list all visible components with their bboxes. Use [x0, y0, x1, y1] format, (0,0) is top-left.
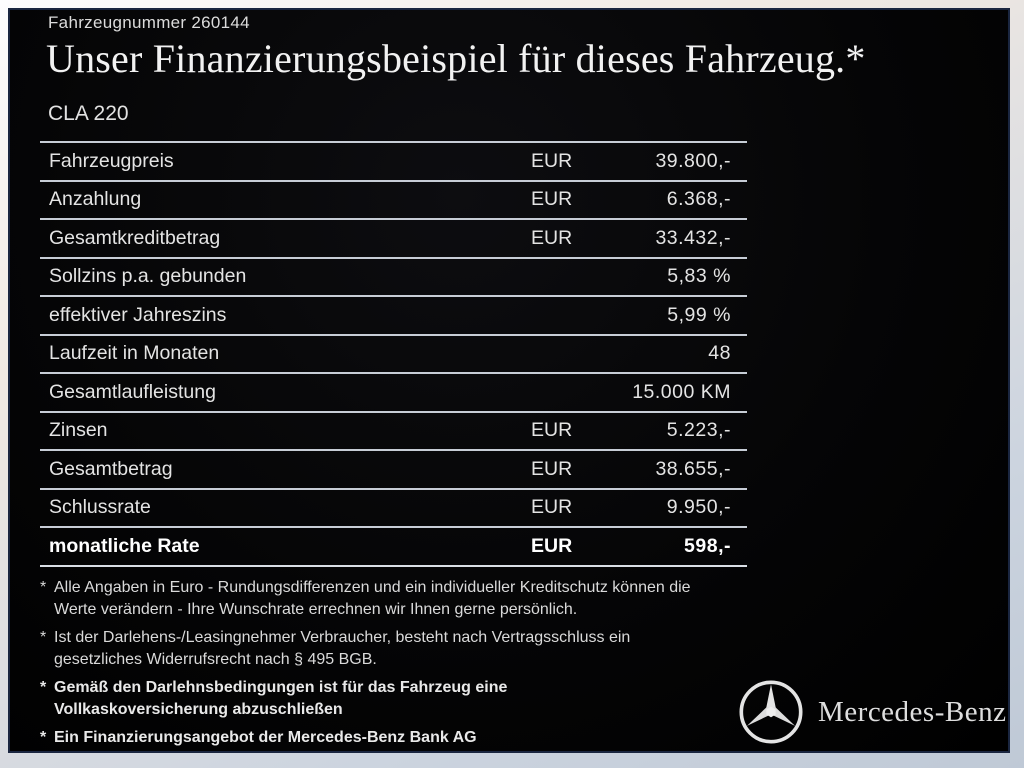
- row-currency: EUR: [531, 226, 573, 249]
- row-currency: EUR: [531, 419, 573, 442]
- row-value: 5,99 %: [667, 303, 731, 326]
- row-currency: EUR: [531, 496, 573, 519]
- brand-logo-area: Mercedes-Benz: [738, 674, 1006, 750]
- table-row: Fahrzeugpreis EUR 39.800,-: [40, 141, 747, 180]
- row-value: 5.223,-: [666, 419, 731, 442]
- table-row: Sollzins p.a. gebunden 5,83 %: [40, 256, 747, 296]
- row-value: 6.368,-: [666, 188, 731, 211]
- table-row: Gesamtbetrag EUR 38.655,-: [40, 449, 747, 488]
- mercedes-star-icon: [739, 680, 803, 744]
- footnotes: * Alle Angaben in Euro - Rundungsdiffere…: [40, 577, 745, 756]
- row-currency: EUR: [531, 149, 573, 172]
- row-value: 598,-: [684, 534, 731, 557]
- row-label: Zinsen: [49, 419, 108, 442]
- row-label: effektiver Jahreszins: [49, 303, 227, 326]
- row-value: 48: [708, 342, 731, 365]
- row-label: Schlussrate: [49, 496, 151, 519]
- vehicle-model: CLA 220: [48, 102, 129, 125]
- row-value: 39.800,-: [655, 149, 731, 172]
- row-label: Sollzins p.a. gebunden: [49, 265, 247, 288]
- table-row: Gesamtkreditbetrag EUR 33.432,-: [40, 218, 747, 257]
- row-currency: EUR: [531, 534, 573, 557]
- footnote-marker: *: [40, 579, 47, 596]
- financing-panel: Fahrzeugnummer 260144 Unser Finanzierung…: [8, 8, 1010, 753]
- table-row: Laufzeit in Monaten 48: [40, 333, 747, 373]
- row-value: 5,83 %: [667, 265, 731, 288]
- table-row: Anzahlung EUR 6.368,-: [40, 179, 747, 219]
- row-value: 9.950,-: [666, 496, 731, 519]
- mercedes-wordmark: Mercedes-Benz: [818, 695, 1007, 728]
- footnote: * Alle Angaben in Euro - Rundungsdiffere…: [40, 577, 745, 620]
- vehicle-number: Fahrzeugnummer 260144: [48, 13, 250, 32]
- table-row: Schlussrate EUR 9.950,-: [40, 487, 747, 527]
- row-currency: EUR: [531, 188, 573, 211]
- table-row: Zinsen EUR 5.223,-: [40, 410, 747, 450]
- footnote: * Gemäß den Darlehnsbedingungen ist für …: [40, 677, 745, 720]
- footnote: * Ein Finanzierungsangebot der Mercedes-…: [40, 727, 745, 749]
- row-label: Gesamtbetrag: [49, 457, 173, 480]
- footnote-text: Ein Finanzierungsangebot der Mercedes-Be…: [54, 729, 477, 746]
- table-row: effektiver Jahreszins 5,99 %: [40, 295, 747, 334]
- row-value: 38.655,-: [655, 457, 731, 480]
- row-label: Gesamtlaufleistung: [49, 380, 216, 403]
- footnote: * Ist der Darlehens-/Leasingnehmer Verbr…: [40, 627, 745, 670]
- footnote-text: Ist der Darlehens-/Leasingnehmer Verbrau…: [54, 629, 631, 668]
- footnote-marker: *: [40, 729, 47, 746]
- footnote-text: Gemäß den Darlehnsbedingungen ist für da…: [54, 679, 508, 718]
- row-label: Laufzeit in Monaten: [49, 342, 220, 365]
- row-value: 15.000 KM: [632, 380, 731, 403]
- row-label: Fahrzeugpreis: [49, 149, 174, 172]
- row-label: monatliche Rate: [49, 534, 200, 557]
- row-currency: EUR: [531, 457, 573, 480]
- table-row: Gesamtlaufleistung 15.000 KM: [40, 372, 747, 411]
- footnote-text: Alle Angaben in Euro - Rundungsdifferenz…: [54, 579, 691, 618]
- footnote-marker: *: [40, 679, 47, 696]
- table-row: monatliche Rate EUR 598,-: [40, 526, 747, 567]
- row-label: Gesamtkreditbetrag: [49, 226, 221, 249]
- footnote-marker: *: [40, 629, 47, 646]
- page-title: Unser Finanzierungsbeispiel für dieses F…: [46, 36, 866, 81]
- row-value: 33.432,-: [655, 226, 731, 249]
- row-label: Anzahlung: [49, 188, 142, 211]
- financing-table: Fahrzeugpreis EUR 39.800,- Anzahlung EUR…: [40, 141, 747, 567]
